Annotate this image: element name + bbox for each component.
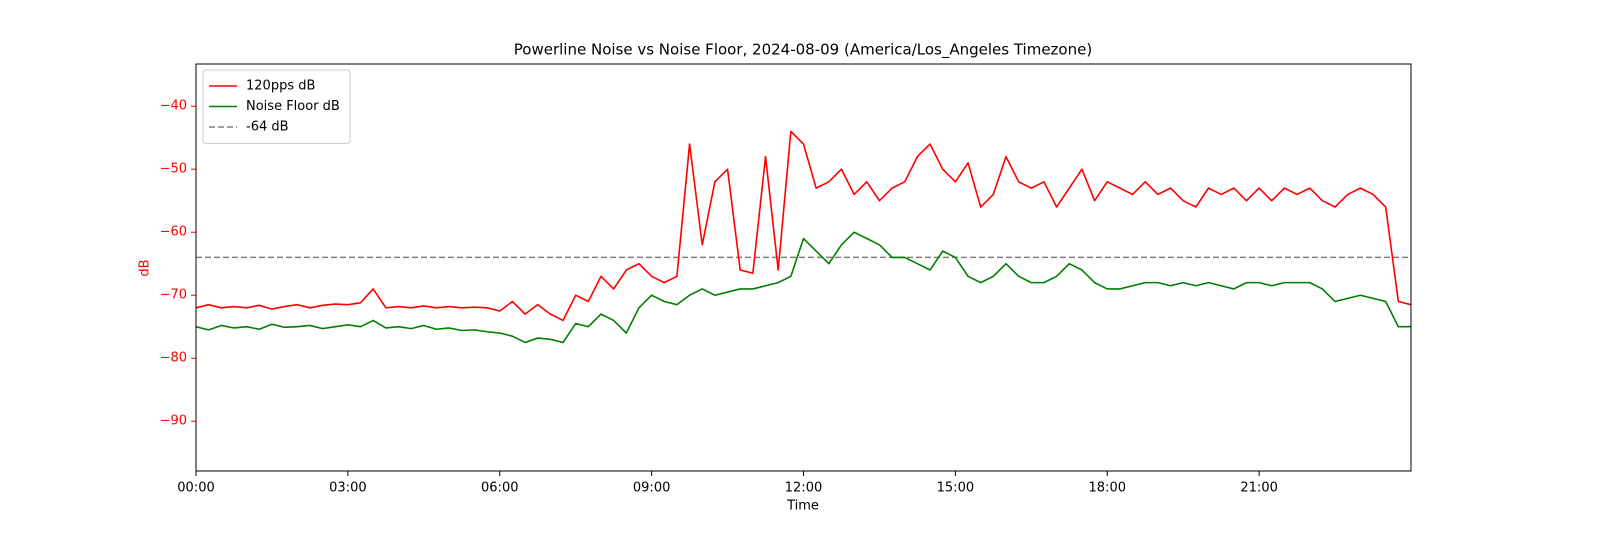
legend-label: -64 dB	[246, 120, 289, 135]
data-line	[195, 130, 1412, 322]
plot-frame	[195, 63, 1412, 472]
data-line	[195, 231, 1411, 344]
x-tick-label: 21:00	[1240, 481, 1277, 496]
legend-label: Noise Floor dB	[246, 99, 340, 114]
x-tick-label: 09:00	[633, 481, 670, 496]
y-tick-label: −70	[160, 288, 187, 303]
chart-title: Powerline Noise vs Noise Floor, 2024-08-…	[514, 41, 1092, 60]
x-tick-label: 12:00	[785, 481, 822, 496]
x-tick-label: 18:00	[1089, 481, 1126, 496]
legend-label: 120pps dB	[246, 79, 315, 94]
x-tick-label: 03:00	[329, 481, 366, 496]
x-tick-label: 00:00	[177, 481, 214, 496]
y-tick-label: −80	[160, 351, 187, 366]
y-tick-label: −50	[160, 162, 187, 177]
y-axis-label: dB	[138, 259, 153, 276]
x-axis-label: Time	[786, 499, 819, 514]
legend-box	[202, 69, 351, 144]
y-tick-label: −90	[160, 414, 187, 429]
y-tick-label: −60	[160, 225, 187, 240]
y-tick-label: −40	[160, 99, 187, 114]
x-tick-label: 15:00	[937, 481, 974, 496]
x-tick-label: 06:00	[481, 481, 518, 496]
